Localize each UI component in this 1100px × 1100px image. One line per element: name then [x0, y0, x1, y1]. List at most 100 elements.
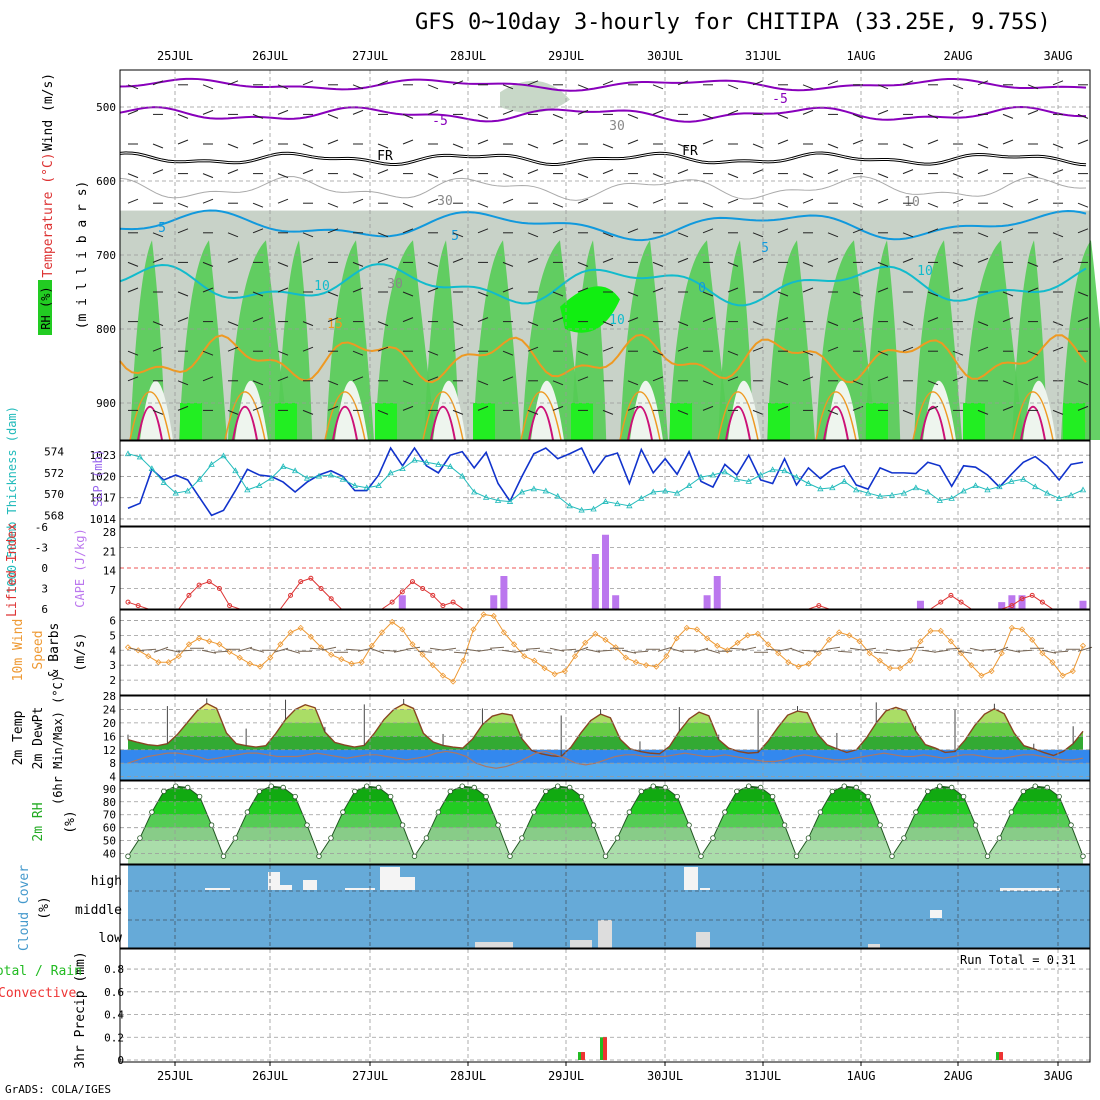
wind-barb — [327, 291, 339, 297]
wind-barb — [1002, 202, 1014, 208]
wind-barb — [302, 169, 314, 175]
wind-barb — [727, 109, 739, 115]
cloud-block — [303, 880, 317, 890]
wind-barb — [652, 109, 664, 115]
wind10-barb — [405, 646, 421, 650]
rh-band-80 — [816, 240, 877, 440]
wind-barb — [502, 376, 514, 382]
slp-tick-label: 1017 — [90, 492, 117, 505]
wind-barb — [177, 317, 189, 323]
contour-label: 30 — [437, 194, 453, 209]
wind10-barb — [1053, 650, 1069, 653]
wind-barb — [702, 317, 714, 323]
rh-band — [128, 827, 1083, 841]
wind-barb — [602, 169, 614, 175]
wind10-point — [409, 641, 416, 648]
thickness-point — [375, 482, 382, 489]
wind-barb — [1002, 291, 1014, 297]
rh-point — [1080, 853, 1086, 859]
precip-tick-label: 0.2 — [104, 1031, 124, 1044]
dewpt-series-line — [127, 750, 1084, 769]
wind-barb — [1077, 317, 1089, 323]
wind-barb — [1002, 380, 1014, 386]
wind-barb — [227, 80, 239, 86]
temp-contour-15 — [1012, 391, 1054, 441]
wind-barb — [602, 321, 614, 327]
wind10-barb — [213, 650, 229, 653]
thickness-point — [769, 466, 776, 473]
wind-barb — [477, 113, 489, 119]
rh-point — [996, 835, 1003, 841]
wind10-point — [927, 627, 934, 634]
wind-barb — [902, 409, 914, 415]
wind10-barb — [993, 646, 1009, 653]
wind-barb — [877, 84, 889, 90]
rh-tick-label: 70 — [103, 809, 116, 822]
cape-bar — [1008, 595, 1016, 609]
top-date-label: 28JUL — [450, 49, 486, 63]
rh-point — [149, 809, 155, 815]
thickness-tick-label: 570 — [44, 488, 64, 501]
temp-contour-20 — [232, 405, 258, 441]
wind10-point — [429, 662, 436, 669]
wind-barb — [477, 291, 489, 297]
wind-barb — [252, 405, 264, 411]
thickness-point — [172, 489, 179, 496]
li-tick-label: 3 — [41, 583, 48, 596]
wind-barb — [827, 321, 839, 327]
wind-barb — [327, 202, 339, 208]
wind-barb — [177, 113, 189, 119]
wind-barb — [702, 139, 714, 145]
wind-barb — [927, 113, 939, 119]
wind-barb — [627, 291, 639, 297]
temp-axis-label: 2m Temp — [11, 710, 26, 765]
wind10-point — [216, 641, 223, 648]
rh-band-90 — [866, 403, 888, 440]
rh-dry-dome — [335, 380, 368, 440]
wind-barb — [652, 376, 664, 382]
temp-contour-15 — [520, 391, 562, 441]
wind10-point — [988, 668, 995, 675]
li-point — [409, 579, 415, 585]
cloud-level-high: high — [91, 874, 122, 889]
wind-barb — [852, 228, 864, 234]
rh2m-axis-label: 2m RH — [31, 802, 46, 841]
precip-conv-label: Convective — [0, 986, 76, 1001]
wind-barb — [202, 261, 214, 267]
minmax-axis-label: (6hr Min/Max) (°C) — [51, 675, 65, 805]
wind-barb — [277, 109, 289, 115]
wind-barb — [1052, 143, 1064, 149]
contour-label: 30 — [609, 119, 625, 134]
wind-barb — [177, 139, 189, 145]
rh-point — [913, 809, 919, 815]
thickness-point — [996, 483, 1003, 490]
wind10-point — [907, 657, 914, 664]
wind-barb — [627, 228, 639, 234]
rh-dry-dome — [531, 380, 564, 440]
wind-barb — [877, 198, 889, 204]
rh-band-90 — [571, 403, 593, 440]
contour-label: -5 — [772, 92, 788, 107]
wind10-point — [480, 611, 487, 618]
pressure-tick-label: 600 — [96, 175, 116, 188]
li-point — [318, 586, 324, 591]
wind-barb — [327, 228, 339, 234]
rh-point — [507, 853, 513, 859]
wind-barb — [352, 350, 364, 356]
wind10-point — [683, 624, 690, 631]
wind10-point — [521, 653, 528, 660]
temp-tick-label: 4 — [109, 771, 116, 784]
thickness-point — [912, 484, 920, 491]
rh-point — [220, 853, 227, 859]
wind-barb — [452, 169, 464, 175]
wind-barb — [552, 291, 564, 297]
li-point — [135, 603, 141, 609]
li-point — [1029, 592, 1035, 598]
cloud-axis-label: Cloud Cover — [17, 865, 32, 951]
thickness-point — [685, 482, 693, 489]
wind-barb — [902, 257, 914, 263]
wind10-point — [582, 639, 589, 646]
wind-barb — [702, 380, 714, 386]
wind-barb — [677, 232, 689, 238]
thickness-point — [291, 467, 299, 474]
